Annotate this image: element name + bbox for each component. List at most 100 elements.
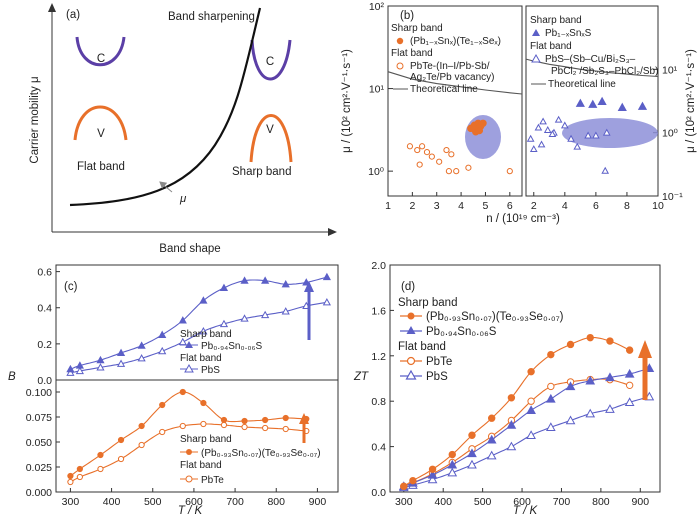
panel-a-xlabel: Band shape — [159, 243, 220, 255]
panel-d-ylabel: ZT — [353, 371, 369, 383]
b-right-flat-point — [554, 115, 563, 123]
c-pbs-point — [199, 326, 208, 335]
b-right-xtick-label: 2 — [531, 200, 537, 212]
d-legend-sharp-1-marker — [407, 312, 415, 320]
sharp-conduction-band-curve — [250, 39, 292, 81]
b-left-xtick-label: 2 — [409, 200, 415, 212]
b-right-ytick-label: 10¹ — [662, 64, 678, 76]
b-left-theory-line — [387, 71, 523, 95]
d-pbsnte-point — [507, 394, 516, 402]
d-pbsns-point — [486, 434, 497, 444]
c-pbsns-point — [178, 316, 187, 324]
b-right-legend-sharp-title: Sharp band — [530, 15, 582, 26]
c-xtick-label: 300 — [62, 496, 80, 508]
d-legend-sharp-2-marker — [406, 326, 416, 334]
c-top-legend-sharp-marker — [185, 341, 193, 348]
d-pbsnte-point — [547, 350, 555, 359]
d-legend-flat-1-marker — [406, 356, 416, 366]
d-pbte-line — [403, 378, 630, 487]
b-left-legend-sharp-marker — [396, 37, 404, 45]
c-bottom-ytick-label: 0.100 — [26, 387, 52, 399]
mobility-curve — [69, 7, 262, 207]
panel-c-frame — [55, 264, 339, 493]
b-right-flat-point — [539, 117, 547, 125]
b-left-ytick-label: 10⁰ — [368, 166, 385, 178]
panel-d-xlabel: T / K — [513, 505, 539, 517]
panel-b: (b) μ / (10² cm²·V⁻¹·s⁻¹) μ / (10² cm²·V… — [341, 1, 697, 225]
d-pbsnte-point — [468, 431, 476, 439]
d-pbsnte-point — [409, 476, 417, 485]
c-pbte-point — [241, 423, 248, 431]
c-pbsnte-point — [138, 422, 145, 430]
b-left-legend-flat-item-2: Ag₂Te/Pb vacancy) — [410, 72, 494, 83]
panel-a-title: Band sharpening — [168, 11, 255, 23]
panel-a-y-arrowhead — [48, 3, 56, 12]
c-top-ytick-label: 0.6 — [37, 267, 52, 279]
c-pbte-point — [97, 465, 104, 473]
panel-c-ylabel: B — [8, 371, 16, 383]
panel-a-letter: (a) — [66, 9, 80, 21]
c-pbsns-point — [137, 341, 146, 349]
b-left-ytick-label: 10¹ — [369, 84, 385, 96]
flat-valence-band-curve — [73, 105, 128, 141]
b-left-flat-point — [436, 158, 443, 165]
d-pbs-point — [486, 450, 497, 460]
d-pbsnte-point — [625, 346, 634, 354]
b-right-xtick-label: 4 — [562, 200, 568, 212]
b-right-flat-point — [526, 134, 535, 142]
d-ytick-label: 2.0 — [371, 260, 386, 272]
c-top-ytick-label: 0.0 — [37, 375, 52, 387]
flat-v-label: V — [97, 128, 105, 140]
c-pbs-point — [322, 298, 331, 306]
c-pbte-point — [179, 422, 186, 430]
d-pbte-point — [625, 381, 634, 390]
b-left-legend-flat-title: Flat band — [391, 48, 433, 59]
d-pbsnte-point — [428, 465, 437, 473]
c-top-legend-flat-marker — [184, 363, 194, 373]
b-right-flat-point — [543, 126, 552, 133]
d-legend-sharp-1: (Pb₀.₉₃Sn₀.₀₇)(Te₀.₉₃Se₀.₀₇) — [426, 311, 564, 323]
d-pbsnte-point — [586, 333, 594, 342]
panel-b-left-ticks: 10⁰ 10¹ 10² 1 2 3 4 5 6 — [368, 1, 513, 212]
d-pbs-point — [447, 467, 458, 477]
sharp-v-label: V — [266, 124, 274, 136]
panel-c-bottom-arrowhead — [299, 413, 309, 424]
panel-b-ylabel-left: μ / (10² cm²·V⁻¹·s⁻¹) — [341, 49, 353, 153]
panel-c-top-arrowhead — [304, 281, 314, 292]
b-right-ytick-label: 10⁰ — [662, 128, 679, 140]
panel-c: (c) B T / K 0.00.20.40.60.0000.0250.0500… — [8, 264, 339, 517]
b-left-flat-point — [465, 164, 472, 171]
b-left-flat-point — [414, 146, 421, 154]
b-left-flat-point — [423, 149, 431, 156]
b-left-xtick-label: 4 — [458, 200, 464, 212]
d-ytick-label: 0.4 — [371, 442, 386, 454]
panel-b-xlabel: n / (10¹⁹ cm⁻³) — [486, 213, 560, 225]
b-left-sharp-point — [479, 119, 487, 127]
d-xtick-label: 300 — [395, 496, 413, 508]
b-right-flat-point — [602, 128, 611, 136]
b-right-flat-point — [584, 131, 592, 139]
c-pbsnte-point — [241, 417, 248, 425]
d-legend-flat-2-marker — [405, 369, 417, 380]
d-ytick-label: 1.6 — [371, 305, 386, 317]
b-right-legend-flat-marker — [531, 53, 541, 63]
panel-b-left-marks — [387, 71, 523, 175]
c-pbs-point — [75, 366, 84, 375]
c-pbsns-point — [219, 283, 229, 291]
d-pbsnte-point — [606, 337, 614, 345]
c-pbs-point — [116, 359, 126, 367]
b-right-legend-flat-item-2: PbCl₂ /Sb₂S₃–PbCl₂/Sb) — [551, 66, 658, 77]
c-bottom-ytick-label: 0.000 — [26, 487, 52, 499]
panel-b-right-marks — [525, 58, 659, 174]
b-right-legend-flat-title: Flat band — [530, 41, 572, 52]
d-legend-sharp-2: Pb₀.₉₄Sn₀.₀₆S — [426, 326, 497, 338]
c-bottom-legend-flat-marker — [185, 475, 193, 483]
c-pbsns-line — [70, 276, 328, 370]
c-pbte-point — [159, 428, 166, 436]
b-left-flat-point — [453, 168, 460, 175]
c-pbsnte-point — [282, 414, 289, 422]
b-left-legend-line: Theoretical line — [410, 84, 478, 95]
d-pbs-point — [565, 415, 576, 425]
d-pbsns-point — [506, 420, 517, 429]
c-bottom-ytick-label: 0.050 — [26, 437, 52, 449]
